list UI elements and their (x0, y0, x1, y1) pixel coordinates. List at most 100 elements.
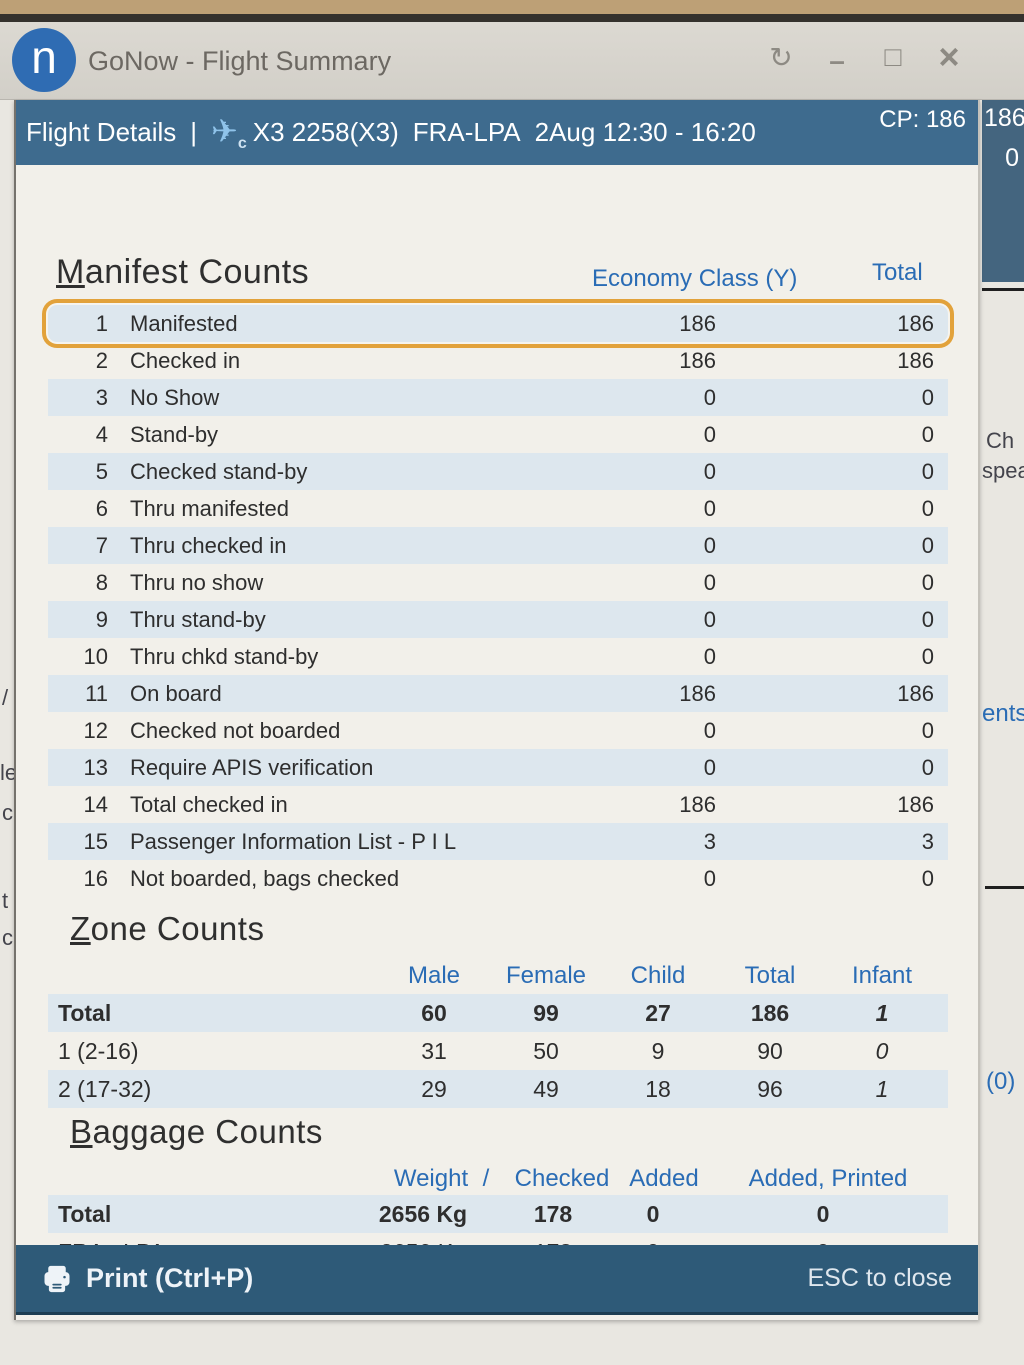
right-fragment: (0) (986, 1068, 1016, 1095)
flight-details-label: Flight Details (26, 117, 177, 147)
slash-separator: / (482, 1165, 490, 1192)
table-row[interactable]: 13 Require APIS verification 0 0 (48, 749, 948, 786)
table-row[interactable]: 7 Thru checked in 0 0 (48, 527, 948, 564)
female-value: 50 (533, 1037, 559, 1064)
row-label: Require APIS verification (130, 754, 374, 780)
print-button-label: Print (Ctrl+P) (86, 1263, 254, 1293)
row-label: Total checked in (130, 791, 288, 817)
economy-value: 0 (703, 458, 716, 484)
table-row[interactable]: 15 Passenger Information List - P I L 3 … (48, 823, 948, 860)
row-number: 13 (83, 754, 108, 780)
table-row[interactable]: 10 Thru chkd stand-by 0 0 (48, 638, 948, 675)
table-row[interactable]: 8 Thru no show 0 0 (48, 564, 948, 601)
economy-class-column-header: Economy Class (Y) (592, 265, 798, 292)
infant-value: 1 (875, 999, 889, 1026)
row-label: Checked not boarded (130, 717, 341, 743)
table-row[interactable]: 4 Stand-by 0 0 (48, 416, 948, 453)
table-row: Total 2656 Kg 178 0 0 (48, 1195, 948, 1233)
table-row[interactable]: 2 Checked in 186 186 (48, 342, 948, 379)
row-label: Total (58, 999, 112, 1026)
manifest-table: 1 Manifested 186 186 2 Checked in 186 18… (48, 305, 948, 897)
economy-value: 0 (703, 569, 716, 595)
total-value: 186 (750, 999, 790, 1026)
row-number: 9 (95, 606, 108, 632)
row-number: 5 (95, 458, 108, 484)
total-value: 0 (921, 606, 934, 632)
row-label: Manifested (130, 310, 238, 336)
total-value: 0 (921, 458, 934, 484)
infant-value: 0 (875, 1037, 889, 1064)
total-value: 186 (897, 791, 934, 817)
table-row[interactable]: 14 Total checked in 186 186 (48, 786, 948, 823)
total-value: 0 (921, 754, 934, 780)
cp-count: CP: 186 (879, 106, 966, 133)
close-icon[interactable]: × (938, 36, 960, 77)
row-number: 4 (95, 421, 108, 447)
row-label: Thru stand-by (130, 606, 266, 632)
economy-value: 0 (703, 643, 716, 669)
baggage-counts-title: Baggage Counts (70, 1113, 323, 1150)
economy-value: 0 (703, 717, 716, 743)
table-row[interactable]: 11 On board 186 186 (48, 675, 948, 712)
economy-value: 0 (703, 606, 716, 632)
left-fragment: t (2, 888, 9, 913)
minimize-icon[interactable]: – (829, 45, 845, 76)
total-value: 0 (921, 569, 934, 595)
flight-details-bar: Flight Details | ✈c X3 2258(X3) FRA-LPA … (16, 100, 978, 165)
maximize-icon[interactable]: □ (884, 41, 902, 72)
economy-value: 186 (679, 791, 716, 817)
left-fragment: le (0, 760, 18, 785)
total-value: 96 (757, 1075, 783, 1102)
background-divider (982, 288, 1024, 291)
female-value: 49 (533, 1075, 559, 1102)
table-row[interactable]: 9 Thru stand-by 0 0 (48, 601, 948, 638)
total-value: 0 (921, 532, 934, 558)
table-row[interactable]: 5 Checked stand-by 0 0 (48, 453, 948, 490)
window-titlebar: n GoNow - Flight Summary ↻ – □ × (0, 22, 1024, 100)
right-fragment: Ch (986, 428, 1015, 453)
row-number: 12 (83, 717, 108, 743)
child-value: 18 (645, 1075, 671, 1102)
background-count-value: 0 (1005, 144, 1019, 172)
total-value: 0 (921, 643, 934, 669)
infant-value: 1 (875, 1075, 889, 1102)
table-row[interactable]: 6 Thru manifested 0 0 (48, 490, 948, 527)
total-column-header: Total (872, 259, 923, 286)
total-value: 0 (921, 421, 934, 447)
male-column-header: Male (407, 962, 461, 989)
row-label: Passenger Information List - P I L (130, 828, 457, 854)
row-label: Thru chkd stand-by (130, 643, 319, 669)
table-row[interactable]: 3 No Show 0 0 (48, 379, 948, 416)
print-button[interactable]: Print (Ctrl+P) (42, 1263, 253, 1294)
row-label: Thru no show (130, 569, 264, 595)
zone-counts-title: Zone Counts (70, 910, 265, 947)
row-number: 3 (95, 384, 108, 410)
left-fragment: / (2, 685, 9, 710)
table-row: 1 (2-16) 31 50 9 90 0 (48, 1032, 948, 1070)
table-row[interactable]: 12 Checked not boarded 0 0 (48, 712, 948, 749)
refresh-icon[interactable]: ↻ (769, 41, 793, 73)
row-number: 15 (83, 828, 108, 854)
child-column-header: Child (630, 962, 686, 989)
row-label: On board (130, 680, 222, 706)
economy-value: 0 (703, 384, 716, 410)
zone-header-row: Male Female Child Total Infant (48, 958, 948, 994)
table-row[interactable]: 16 Not boarded, bags checked 0 0 (48, 860, 948, 897)
esc-to-close-hint: ESC to close (807, 1264, 952, 1292)
dialog-content: Manifest Counts Economy Class (Y) Total … (16, 165, 978, 1265)
economy-value: 186 (679, 310, 716, 336)
separator: | (190, 117, 198, 147)
background-counts-panel: 186 0 (982, 100, 1024, 282)
female-column-header: Female (505, 962, 587, 989)
row-number: 8 (95, 569, 108, 595)
economy-value: 186 (679, 347, 716, 373)
window-title: GoNow - Flight Summary (88, 46, 392, 76)
total-value: 186 (897, 347, 934, 373)
left-fragment: c (2, 925, 13, 950)
male-value: 29 (421, 1075, 447, 1102)
economy-value: 0 (703, 421, 716, 447)
table-row[interactable]: 1 Manifested 186 186 (48, 305, 948, 342)
dialog-footer: Print (Ctrl+P) ESC to close (16, 1245, 978, 1315)
row-number: 14 (83, 791, 108, 817)
